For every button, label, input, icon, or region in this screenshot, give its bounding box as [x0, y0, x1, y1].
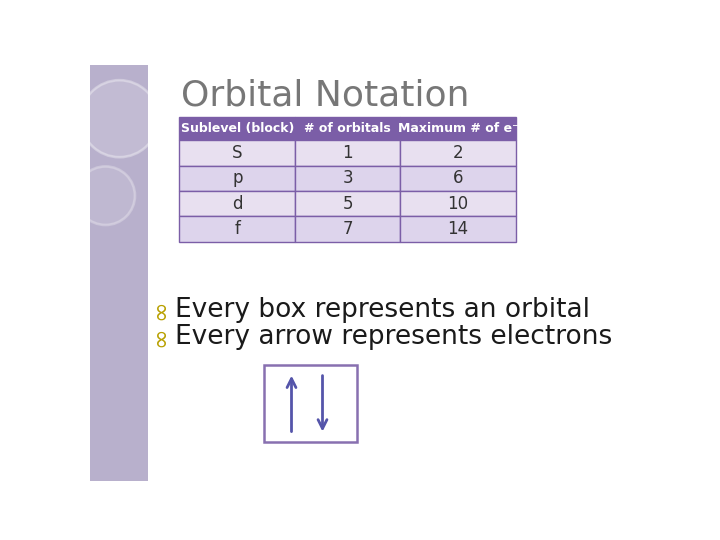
Text: ∞: ∞	[148, 326, 172, 347]
Bar	[264, 365, 357, 442]
Bar	[179, 117, 295, 140]
Bar	[400, 191, 516, 217]
Bar	[295, 140, 400, 166]
Circle shape	[81, 80, 158, 157]
Text: d: d	[232, 195, 243, 213]
Bar	[400, 140, 516, 166]
Text: # of orbitals: # of orbitals	[305, 122, 391, 135]
Bar	[400, 166, 516, 191]
Text: 5: 5	[343, 195, 353, 213]
Bar	[295, 117, 400, 140]
Text: ∞: ∞	[148, 299, 172, 320]
Text: Sublevel (block): Sublevel (block)	[181, 122, 294, 135]
Text: 6: 6	[453, 170, 464, 187]
Bar	[179, 140, 295, 166]
Bar	[295, 166, 400, 191]
Bar	[179, 166, 295, 191]
Bar	[400, 117, 516, 140]
Text: 3: 3	[343, 170, 353, 187]
Bar	[179, 191, 295, 217]
Text: Maximum # of e⁻: Maximum # of e⁻	[397, 122, 518, 135]
Text: 7: 7	[343, 220, 353, 238]
Circle shape	[76, 166, 135, 225]
Bar	[295, 217, 400, 242]
Text: 14: 14	[448, 220, 469, 238]
Text: f: f	[234, 220, 240, 238]
Bar	[90, 65, 148, 481]
Text: p: p	[232, 170, 243, 187]
Text: 1: 1	[343, 144, 353, 162]
Text: Orbital Notation: Orbital Notation	[181, 79, 470, 113]
Text: S: S	[232, 144, 243, 162]
Bar	[295, 191, 400, 217]
Text: Every box represents an orbital: Every box represents an orbital	[175, 296, 590, 323]
Text: Every arrow represents electrons: Every arrow represents electrons	[175, 323, 613, 349]
Text: 10: 10	[448, 195, 469, 213]
Bar	[179, 217, 295, 242]
Bar	[400, 217, 516, 242]
Text: 2: 2	[453, 144, 464, 162]
